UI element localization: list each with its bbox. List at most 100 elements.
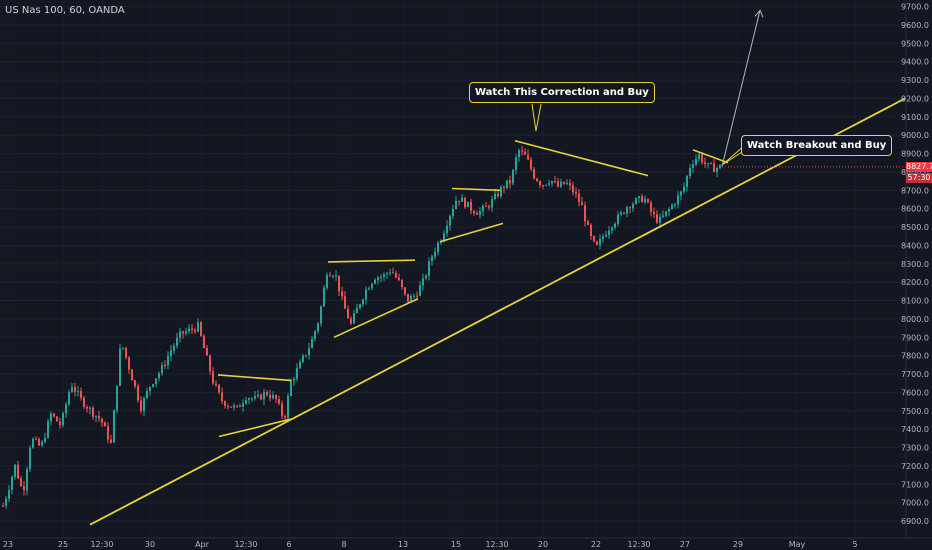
candle-body [458, 200, 460, 202]
candle-body [512, 170, 514, 184]
candle-body [452, 209, 454, 216]
candle-body [659, 216, 661, 223]
candle-body [563, 181, 565, 185]
candle-body [35, 438, 37, 440]
x-tick-label: May [789, 540, 806, 549]
candle-body [635, 198, 637, 204]
candle-body [71, 387, 73, 393]
candle-body [536, 178, 538, 182]
candle-body [53, 413, 55, 417]
wedge-top-line [451, 187, 501, 192]
y-tick-label: 8700.0 [901, 186, 929, 195]
candle-body [176, 337, 178, 346]
x-tick-label: 30 [145, 540, 155, 549]
main-trendline [89, 97, 906, 526]
candle-body [254, 396, 256, 399]
candle-body [668, 208, 670, 212]
candle-body [185, 331, 187, 334]
candle-body [488, 206, 490, 208]
candle-body [308, 348, 310, 356]
candle-body [209, 355, 211, 372]
candle-body [404, 287, 406, 294]
y-tick-label: 9400.0 [901, 58, 929, 67]
candle-body [437, 242, 439, 252]
candle-body [182, 331, 184, 334]
candle-body [38, 438, 40, 446]
candle-body [494, 193, 496, 199]
candle-body [239, 405, 241, 407]
candle-body [302, 355, 304, 362]
time-axis[interactable]: 23 25 12:30 30 Apr 12:30 6 8 13 15 12:30 20 22 12:30 2… [0, 537, 932, 549]
candle-body [425, 275, 427, 279]
candle-body [653, 212, 655, 215]
candle-body [215, 383, 217, 385]
candle-body [671, 204, 673, 209]
candle-body [257, 394, 259, 397]
candle-body [20, 478, 22, 487]
chart-grid [0, 6, 906, 522]
candle-body [515, 157, 517, 171]
candle-body [107, 426, 109, 440]
candle-body [548, 183, 550, 185]
candle-body [530, 159, 532, 170]
candle-body [77, 390, 79, 392]
candle-body [83, 397, 85, 407]
candle-body [275, 395, 277, 400]
candle-body [539, 181, 541, 186]
x-tick-label: 25 [58, 540, 68, 549]
candle-body [203, 335, 205, 349]
candle-body [269, 394, 271, 399]
y-tick-label: 7800.0 [901, 352, 929, 361]
candle-body [332, 275, 334, 277]
candle-body [431, 256, 433, 262]
candle-body [212, 371, 214, 384]
candle-body [218, 384, 220, 393]
annotation-correction[interactable]: Watch This Correction and Buy [469, 82, 655, 103]
candle-body [158, 373, 160, 379]
candle-body [92, 407, 94, 417]
candle-body [359, 304, 361, 308]
candle-body [521, 150, 523, 152]
candle-body [491, 198, 493, 208]
candle-body [710, 163, 712, 165]
candle-body [410, 295, 412, 302]
candle-body [449, 215, 451, 226]
candle-body [197, 322, 199, 332]
x-tick-label: 29 [733, 540, 743, 549]
candle-body [155, 378, 157, 385]
candle-body [344, 296, 346, 309]
y-tick-label: 7700.0 [901, 370, 929, 379]
candle-body [695, 158, 697, 165]
y-tick-label: 7300.0 [901, 444, 929, 453]
annotation-breakout[interactable]: Watch Breakout and Buy [741, 135, 893, 156]
wedge-top-line [514, 139, 649, 177]
candle-body [644, 199, 646, 203]
candle-body [527, 154, 529, 160]
candle-body [623, 212, 625, 214]
candle-body [368, 288, 370, 290]
y-tick-label: 9000.0 [901, 131, 929, 140]
candle-body [674, 204, 676, 206]
y-tick-label: 8900.0 [901, 150, 929, 159]
candle-body [74, 387, 76, 392]
candle-body [86, 406, 88, 409]
candle-body [662, 215, 664, 217]
current-price-tag: 8827.7 [906, 162, 932, 172]
candle-body [287, 395, 289, 418]
candle-body [59, 421, 61, 426]
drawing-overlays [89, 9, 906, 526]
candle-body [194, 329, 196, 332]
candle-body [56, 416, 58, 422]
candle-body [89, 407, 91, 409]
wedge-bottom-line [218, 418, 292, 438]
y-tick-label: 8300.0 [901, 260, 929, 269]
price-axis[interactable]: 9700.0 9600.0 9500.0 9400.0 9300.0 9200.0 9100… [901, 0, 929, 538]
candle-body [314, 331, 316, 339]
candle-body [251, 398, 253, 400]
candle-body [392, 272, 394, 274]
candle-body [656, 214, 658, 223]
candle-body [98, 415, 100, 419]
candle-body [347, 308, 349, 319]
